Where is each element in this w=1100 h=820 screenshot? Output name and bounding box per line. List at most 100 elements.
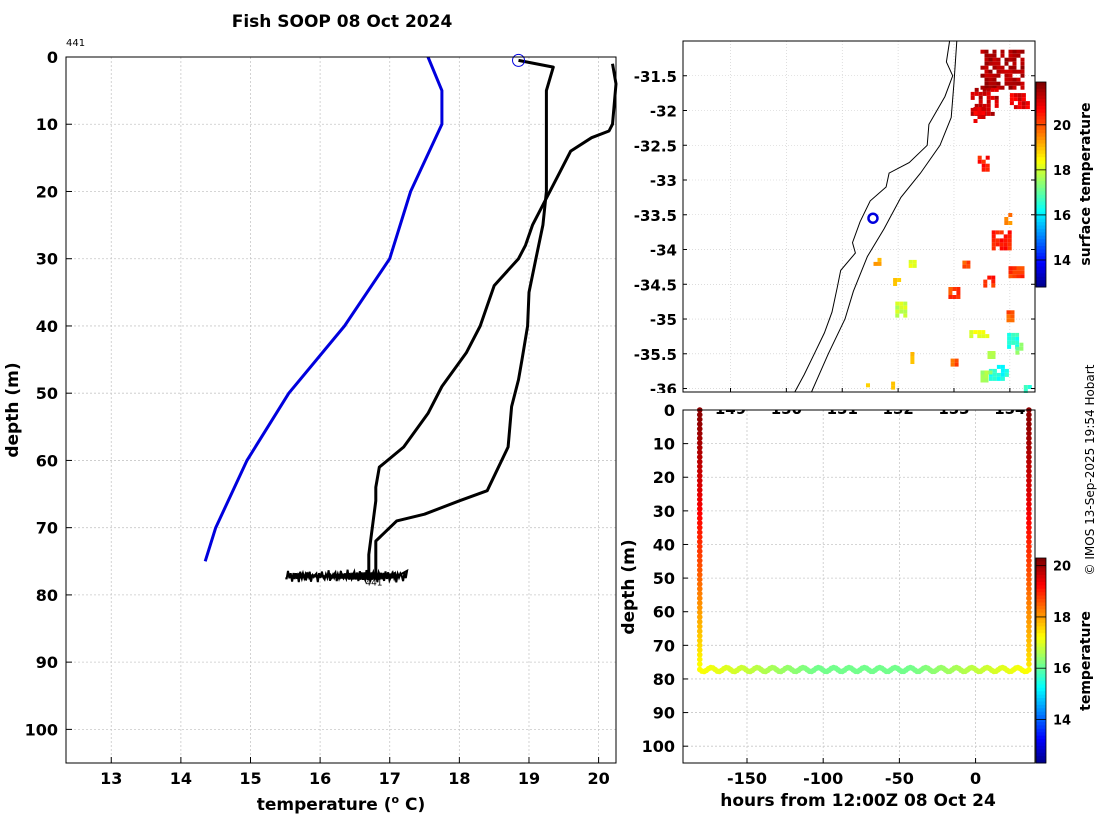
timeseries-point [1026, 454, 1032, 460]
map-sst-cell [1012, 53, 1017, 58]
map-sst-cell [991, 234, 996, 239]
map-sst-cell [891, 385, 896, 390]
map-sst-cell [954, 358, 959, 363]
map-sst-cell [988, 77, 993, 82]
timeseries-grid [683, 409, 1035, 763]
map-sst-cell [910, 352, 915, 356]
map-colorbar-band [1036, 82, 1046, 86]
map-sst-cell [970, 107, 975, 112]
map-sst-cell [1017, 105, 1022, 110]
map-sst-cell [988, 376, 993, 381]
map-sst-cell [996, 85, 1001, 90]
map-y-tick-label: -34.5 [634, 276, 677, 294]
timeseries-point [1026, 666, 1032, 673]
timeseries-point [696, 614, 703, 620]
timeseries-colorbar-band [1036, 732, 1046, 737]
map-sst-cell [985, 163, 990, 168]
timeseries-point [1026, 468, 1032, 474]
map-sst-cell [1020, 81, 1025, 86]
timeseries-point [696, 567, 703, 573]
map-sst-cell [912, 263, 917, 268]
map-sst-cell [1007, 246, 1012, 251]
map-sst-cell [981, 163, 986, 168]
profile-grid [66, 56, 616, 763]
timeseries-colorbar-band [1036, 619, 1046, 624]
map-location-marker [867, 212, 879, 224]
map-sst-cell [983, 279, 988, 284]
timeseries-colorbar-band [1036, 691, 1046, 696]
map-colorbar-band [1036, 205, 1046, 209]
timeseries-colorbar-band [1036, 701, 1046, 706]
map-sst-cell [1004, 221, 1009, 225]
map-sst-cell [948, 291, 953, 295]
map-sst-cell [948, 287, 953, 291]
timeseries-point [1026, 515, 1032, 522]
map-colorbar-band [1036, 208, 1046, 213]
map-sst-cell [903, 301, 908, 306]
map-colorbar-band [1036, 181, 1046, 185]
profile-y-tick-label: 30 [36, 250, 58, 269]
timeseries-point [696, 576, 703, 583]
map-sst-cell [1008, 85, 1013, 90]
timeseries-point [1026, 430, 1032, 437]
map-sst-cell [996, 372, 1001, 377]
map-sst-cell [1013, 105, 1018, 110]
map-sst-cell [1021, 93, 1026, 98]
map-sst-cell [996, 69, 1001, 74]
map-coastline-line [794, 40, 954, 393]
map-sst-cell [974, 91, 979, 96]
map-sst-cell [1008, 274, 1013, 279]
timeseries-colorbar-band [1036, 667, 1046, 672]
timeseries-colorbar-band [1036, 718, 1046, 723]
timeseries-y-tick-label: 80 [653, 670, 675, 689]
profile-x-tick-label: 14 [170, 769, 192, 788]
profile-y-tick-label: 90 [36, 653, 58, 672]
map-colorbar-band [1036, 283, 1046, 288]
timeseries-point [696, 454, 703, 460]
map-sst-cell [992, 368, 997, 373]
map-sst-cell [1010, 310, 1015, 315]
timeseries-point [1026, 416, 1032, 423]
map-colorbar-band [1036, 177, 1046, 182]
timeseries-x-axis-label: hours from 12:00Z 08 Oct 24 [720, 791, 996, 811]
map-sst-cell [948, 295, 953, 299]
timeseries-point [696, 609, 703, 616]
map-colorbar-band [1036, 88, 1046, 93]
map-sst-cell [984, 57, 989, 62]
map-sst-cell [996, 73, 1001, 78]
timeseries-colorbar-band [1036, 558, 1046, 562]
timeseries-colorbar-band [1036, 605, 1046, 610]
map-sst-cell [988, 57, 993, 62]
map-sst-cell [984, 73, 989, 78]
map-sst-cell [992, 53, 997, 58]
map-sst-cell [981, 115, 986, 119]
map-sst-cell [1006, 310, 1011, 315]
timeseries-y-ticks: 0 10 20 30 40 50 60 70 80 90 100 [642, 401, 688, 756]
timeseries-colorbar-band [1036, 646, 1046, 651]
map-sst-cell [950, 362, 955, 367]
map-sst-cell [991, 275, 996, 280]
timeseries-x-tick-label: 0 [970, 769, 981, 788]
timeseries-colorbar-band [1036, 722, 1046, 726]
map-sst-cell [1000, 364, 1005, 369]
map-sst-cell [962, 264, 967, 269]
map-sst-cell [1013, 97, 1018, 102]
map-y-tick-label: -32.5 [634, 137, 677, 155]
map-sst-cell [1020, 49, 1025, 54]
map-sst-cell [1008, 81, 1013, 86]
timeseries-y-tick-label: 70 [653, 636, 675, 655]
timeseries-colorbar-band [1036, 616, 1046, 620]
profile-x-tick-label: 13 [100, 769, 122, 788]
map-sst-cell [969, 334, 974, 339]
map-sst-cell [952, 295, 957, 299]
timeseries-point [1026, 435, 1032, 442]
map-colorbar-band [1036, 99, 1046, 103]
map-sst-cell [988, 81, 993, 86]
map-sst-cell [986, 87, 991, 92]
timeseries-point [1026, 661, 1032, 667]
map-y-tick-label: -35 [650, 311, 677, 329]
map-sst-cell [1009, 101, 1014, 106]
map-sst-cell [1027, 385, 1032, 389]
timeseries-point [1026, 463, 1032, 470]
map-sst-cell [895, 309, 900, 314]
